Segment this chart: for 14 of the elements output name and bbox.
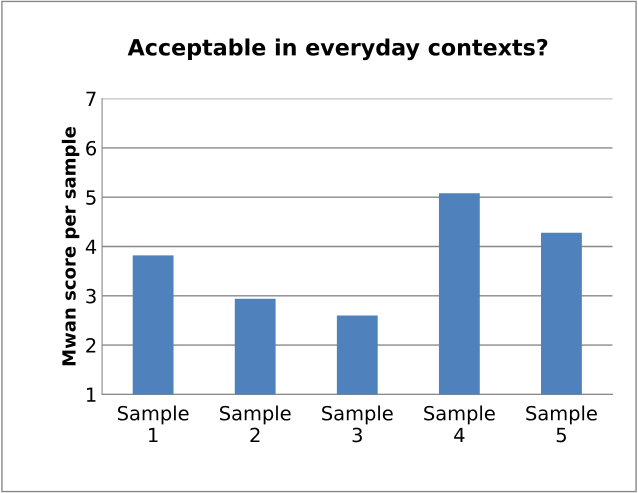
y-tick-label: 5 — [86, 190, 96, 205]
x-tick-label: Sample 2 — [220, 406, 291, 442]
y-tick-label: 3 — [86, 288, 96, 304]
y-tick-label: 7 — [86, 92, 96, 106]
y-tick-label: 2 — [86, 338, 96, 352]
y-tick-label: 1 — [86, 388, 96, 402]
y-axis-title: Mwan score per sample — [62, 127, 80, 366]
chart-title: Acceptable in everyday contexts? — [128, 38, 548, 60]
x-tick-label: Sample 5 — [526, 406, 597, 442]
x-tick-label: Sample 3 — [322, 406, 393, 442]
x-tick-label: Sample 4 — [424, 406, 495, 442]
x-tick-label: Sample 1 — [118, 406, 189, 442]
y-tick-label: 6 — [86, 140, 96, 156]
y-tick-label: 4 — [86, 240, 96, 254]
